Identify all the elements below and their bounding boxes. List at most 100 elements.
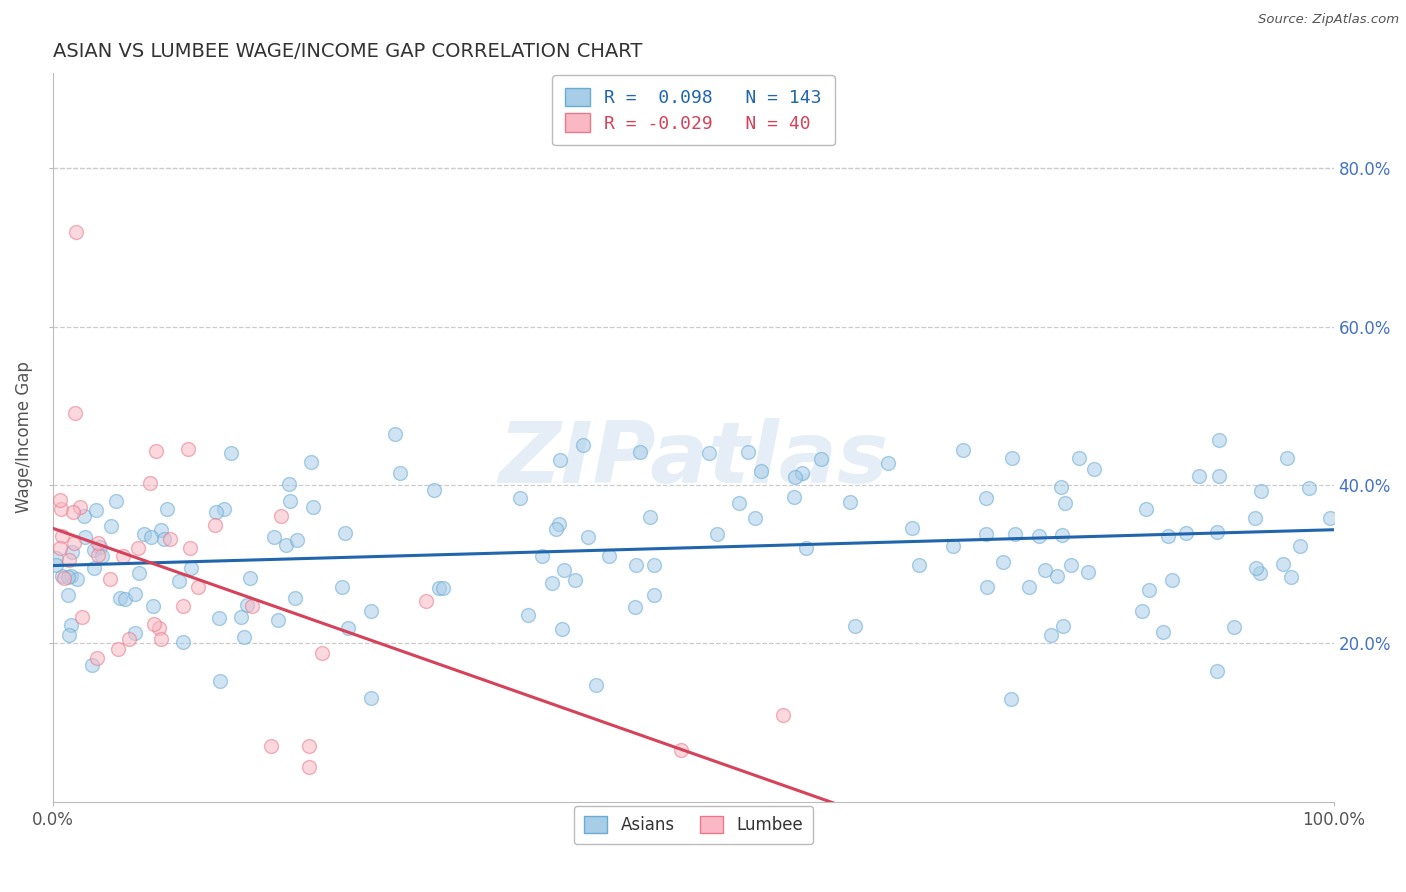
Point xyxy=(1052,528,1074,542)
Point xyxy=(727,496,749,510)
Point xyxy=(749,463,772,477)
Point xyxy=(839,495,862,509)
Point xyxy=(1046,568,1069,582)
Point xyxy=(58,588,80,602)
Point xyxy=(1279,570,1302,584)
Point xyxy=(179,541,201,556)
Point xyxy=(423,483,446,497)
Point xyxy=(643,558,665,573)
Point xyxy=(285,533,308,547)
Point xyxy=(1244,511,1267,525)
Point xyxy=(260,739,283,754)
Point xyxy=(1001,450,1024,465)
Point xyxy=(311,646,333,660)
Point xyxy=(1319,511,1341,525)
Point xyxy=(84,503,107,517)
Point xyxy=(1083,462,1105,476)
Legend: Asians, Lumbee: Asians, Lumbee xyxy=(574,806,813,844)
Point xyxy=(1000,691,1022,706)
Point xyxy=(83,561,105,575)
Point xyxy=(69,500,91,514)
Point xyxy=(907,558,929,572)
Point xyxy=(1160,573,1182,587)
Point xyxy=(53,571,76,585)
Point xyxy=(1152,625,1174,640)
Point xyxy=(172,635,194,649)
Point xyxy=(149,524,172,538)
Point xyxy=(384,427,406,442)
Point xyxy=(335,525,357,540)
Point xyxy=(1289,539,1312,553)
Point xyxy=(298,739,321,754)
Point xyxy=(65,406,87,420)
Point xyxy=(516,608,538,623)
Point xyxy=(737,444,759,458)
Point xyxy=(49,493,72,508)
Point xyxy=(127,541,149,556)
Point xyxy=(65,225,87,239)
Point xyxy=(643,589,665,603)
Point xyxy=(111,549,134,564)
Point xyxy=(278,477,301,491)
Point xyxy=(86,651,108,665)
Text: Source: ZipAtlas.com: Source: ZipAtlas.com xyxy=(1258,13,1399,27)
Point xyxy=(531,549,554,563)
Point xyxy=(278,493,301,508)
Point xyxy=(204,517,226,532)
Point xyxy=(73,508,96,523)
Point xyxy=(1035,563,1057,577)
Point xyxy=(1039,628,1062,642)
Point xyxy=(1004,526,1026,541)
Point xyxy=(48,541,70,555)
Point xyxy=(298,760,321,774)
Point xyxy=(1223,619,1246,633)
Point xyxy=(75,530,97,544)
Text: ZIPatlas: ZIPatlas xyxy=(498,417,889,500)
Point xyxy=(128,566,150,581)
Point xyxy=(638,509,661,524)
Point xyxy=(415,594,437,608)
Point xyxy=(172,599,194,614)
Point xyxy=(98,572,121,586)
Point xyxy=(794,541,817,556)
Point xyxy=(159,532,181,546)
Point xyxy=(204,505,226,519)
Point xyxy=(299,455,322,469)
Point xyxy=(389,466,412,480)
Point xyxy=(266,613,288,627)
Point xyxy=(58,570,80,584)
Point xyxy=(45,558,67,573)
Point xyxy=(974,491,997,505)
Point xyxy=(229,610,252,624)
Point xyxy=(263,530,285,544)
Point xyxy=(187,580,209,594)
Point xyxy=(1205,524,1227,539)
Point xyxy=(1208,468,1230,483)
Point xyxy=(783,491,806,505)
Point xyxy=(232,630,254,644)
Point xyxy=(1188,469,1211,483)
Y-axis label: Wage/Income Gap: Wage/Income Gap xyxy=(15,361,32,514)
Point xyxy=(180,560,202,574)
Point xyxy=(669,743,692,757)
Point xyxy=(142,599,165,613)
Point xyxy=(624,599,647,614)
Point xyxy=(124,587,146,601)
Point xyxy=(1249,566,1271,580)
Point xyxy=(219,446,242,460)
Point xyxy=(337,621,360,635)
Point xyxy=(1298,481,1320,495)
Point xyxy=(110,591,132,605)
Point xyxy=(1052,619,1074,633)
Point xyxy=(1135,502,1157,516)
Point xyxy=(974,526,997,541)
Point xyxy=(132,526,155,541)
Point xyxy=(1077,565,1099,579)
Point xyxy=(585,677,607,691)
Point xyxy=(877,456,900,470)
Point xyxy=(1271,557,1294,571)
Point xyxy=(209,674,232,689)
Point xyxy=(541,575,564,590)
Point xyxy=(1069,451,1091,466)
Point xyxy=(810,452,832,467)
